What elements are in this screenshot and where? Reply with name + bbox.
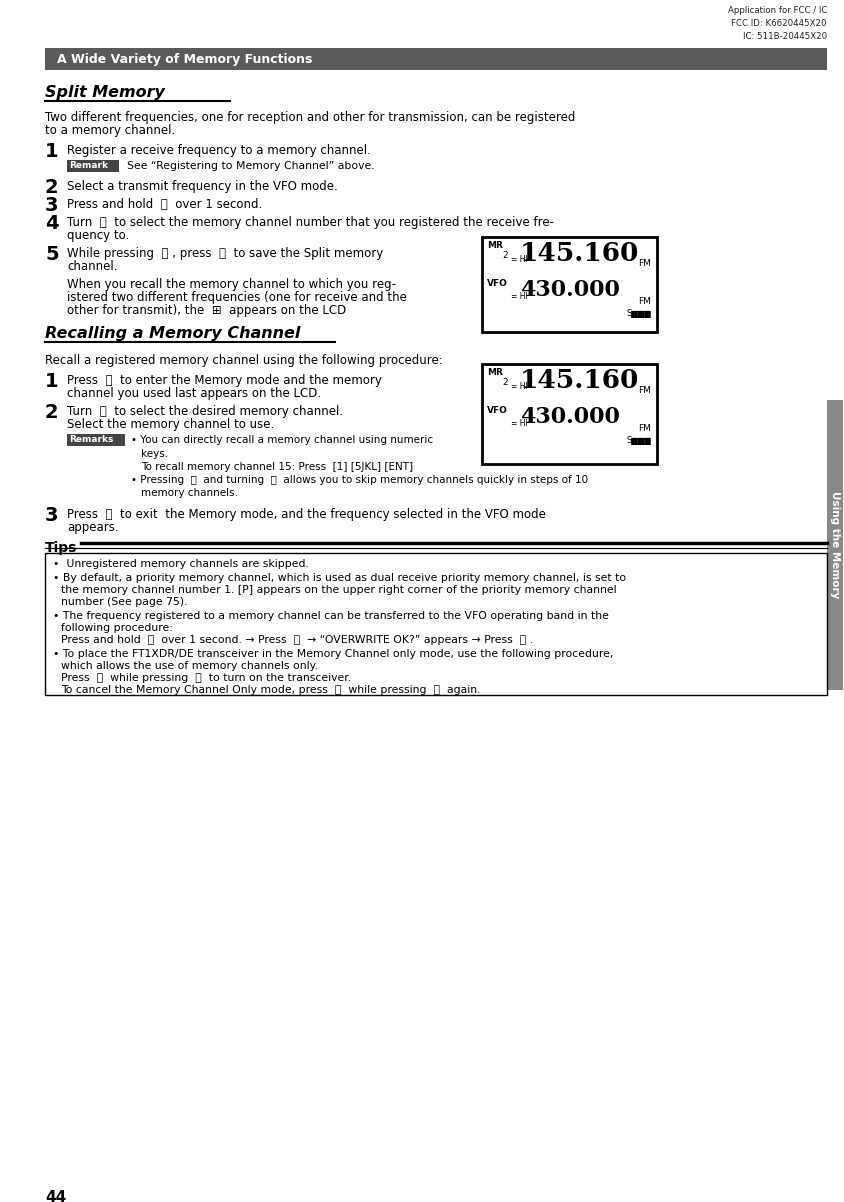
Text: FM: FM xyxy=(637,258,650,268)
Text: Using the Memory: Using the Memory xyxy=(829,492,839,599)
Text: 5: 5 xyxy=(45,245,58,264)
Text: VFO: VFO xyxy=(486,279,507,288)
Bar xyxy=(481,364,657,464)
Text: FM: FM xyxy=(637,424,650,433)
Text: number (See page 75).: number (See page 75). xyxy=(61,597,187,607)
Text: To recall memory channel 15: Press  [1] [5JKL] [ENT]: To recall memory channel 15: Press [1] [… xyxy=(141,462,413,472)
Text: While pressing  Ⓟ , press  Ⓕ  to save the Split memory: While pressing Ⓟ , press Ⓕ to save the S… xyxy=(67,246,383,260)
Text: See “Registering to Memory Channel” above.: See “Registering to Memory Channel” abov… xyxy=(127,161,374,171)
Text: • To place the FT1XDR/DE transceiver in the Memory Channel only mode, use the fo: • To place the FT1XDR/DE transceiver in … xyxy=(53,649,613,659)
Text: 2: 2 xyxy=(45,403,58,422)
Text: 2: 2 xyxy=(501,377,507,387)
Text: When you recall the memory channel to which you reg-: When you recall the memory channel to wh… xyxy=(67,278,396,291)
Text: • The frequency registered to a memory channel can be transferred to the VFO ope: • The frequency registered to a memory c… xyxy=(53,611,609,621)
Bar xyxy=(67,160,119,172)
Text: • You can directly recall a memory channel using numeric: • You can directly recall a memory chann… xyxy=(131,435,433,445)
Text: MR: MR xyxy=(486,368,502,377)
Text: Split Memory: Split Memory xyxy=(45,85,165,100)
Bar xyxy=(67,434,125,446)
Text: = HI: = HI xyxy=(511,419,528,428)
Text: S▇▇▇: S▇▇▇ xyxy=(625,309,650,319)
Text: Turn  ⓞ  to select the memory channel number that you registered the receive fre: Turn ⓞ to select the memory channel numb… xyxy=(67,216,554,230)
Text: Tips: Tips xyxy=(45,541,78,555)
Text: MR: MR xyxy=(486,240,502,250)
Text: to a memory channel.: to a memory channel. xyxy=(45,124,175,137)
Text: = HI: = HI xyxy=(511,255,528,264)
Text: Remarks: Remarks xyxy=(69,435,113,444)
Text: FM: FM xyxy=(637,297,650,307)
Text: VFO: VFO xyxy=(486,406,507,415)
Text: channel you used last appears on the LCD.: channel you used last appears on the LCD… xyxy=(67,387,321,400)
Text: = HI: = HI xyxy=(511,382,528,391)
Text: 3: 3 xyxy=(45,196,58,215)
Text: • By default, a priority memory channel, which is used as dual receive priority : • By default, a priority memory channel,… xyxy=(53,573,625,583)
Text: channel.: channel. xyxy=(67,260,117,273)
Text: Select a transmit frequency in the VFO mode.: Select a transmit frequency in the VFO m… xyxy=(67,180,338,194)
Bar xyxy=(481,237,657,332)
Text: 1: 1 xyxy=(45,142,58,161)
Text: Press  ⓞ  to exit  the Memory mode, and the frequency selected in the VFO mode: Press ⓞ to exit the Memory mode, and the… xyxy=(67,508,545,520)
Text: A Wide Variety of Memory Functions: A Wide Variety of Memory Functions xyxy=(57,54,312,66)
Text: 44: 44 xyxy=(45,1190,66,1202)
Text: keys.: keys. xyxy=(141,450,168,459)
Text: 4: 4 xyxy=(45,214,58,233)
Text: = HI: = HI xyxy=(511,292,528,300)
Text: Turn  ⓞ  to select the desired memory channel.: Turn ⓞ to select the desired memory chan… xyxy=(67,405,343,418)
Text: Select the memory channel to use.: Select the memory channel to use. xyxy=(67,418,274,432)
Text: Press and hold  Ⓕ  over 1 second. → Press  ⓞ  → “OVERWRITE OK?” appears → Press : Press and hold Ⓕ over 1 second. → Press … xyxy=(61,635,533,645)
Text: Press  ⓞ  to enter the Memory mode and the memory: Press ⓞ to enter the Memory mode and the… xyxy=(67,374,381,387)
Text: memory channels.: memory channels. xyxy=(141,488,238,498)
Text: quency to.: quency to. xyxy=(67,230,129,242)
Text: 1: 1 xyxy=(45,371,58,391)
Text: Application for FCC / IC
FCC ID: K6620445X20
IC: 511B-20445X20: Application for FCC / IC FCC ID: K662044… xyxy=(727,6,826,41)
Text: 2: 2 xyxy=(501,251,507,260)
Text: the memory channel number 1. [P] appears on the upper right corner of the priori: the memory channel number 1. [P] appears… xyxy=(61,585,616,595)
Text: Two different frequencies, one for reception and other for transmission, can be : Two different frequencies, one for recep… xyxy=(45,111,575,124)
Text: 430.000: 430.000 xyxy=(519,406,619,428)
Bar xyxy=(826,400,842,690)
Text: istered two different frequencies (one for receive and the: istered two different frequencies (one f… xyxy=(67,291,407,304)
Text: Press  ⓞ  while pressing  Ⓢ  to turn on the transceiver.: Press ⓞ while pressing Ⓢ to turn on the … xyxy=(61,673,351,683)
Bar xyxy=(45,553,826,695)
Bar xyxy=(45,48,826,70)
Text: 145.160: 145.160 xyxy=(519,368,639,393)
Text: Recalling a Memory Channel: Recalling a Memory Channel xyxy=(45,326,300,341)
Text: •  Unregistered memory channels are skipped.: • Unregistered memory channels are skipp… xyxy=(53,559,309,569)
Text: To cancel the Memory Channel Only mode, press  Ⓢ  while pressing  ⓞ  again.: To cancel the Memory Channel Only mode, … xyxy=(61,685,480,695)
Text: Recall a registered memory channel using the following procedure:: Recall a registered memory channel using… xyxy=(45,355,442,367)
Text: which allows the use of memory channels only.: which allows the use of memory channels … xyxy=(61,661,317,671)
Text: S▇▇▇: S▇▇▇ xyxy=(625,436,650,445)
Text: Register a receive frequency to a memory channel.: Register a receive frequency to a memory… xyxy=(67,144,371,157)
Text: other for transmit), the  ⊞  appears on the LCD: other for transmit), the ⊞ appears on th… xyxy=(67,304,346,317)
Text: 2: 2 xyxy=(45,178,58,197)
Text: 430.000: 430.000 xyxy=(519,279,619,300)
Text: 3: 3 xyxy=(45,506,58,525)
Text: appears.: appears. xyxy=(67,520,118,534)
Text: • Pressing  Ⓕ  and turning  ⓞ  allows you to skip memory channels quickly in ste: • Pressing Ⓕ and turning ⓞ allows you to… xyxy=(131,475,587,484)
Text: FM: FM xyxy=(637,386,650,395)
Text: Press and hold  Ⓕ  over 1 second.: Press and hold Ⓕ over 1 second. xyxy=(67,198,262,212)
Text: following procedure:: following procedure: xyxy=(61,623,173,633)
Text: Remark: Remark xyxy=(69,161,108,169)
Text: 145.160: 145.160 xyxy=(519,240,639,266)
